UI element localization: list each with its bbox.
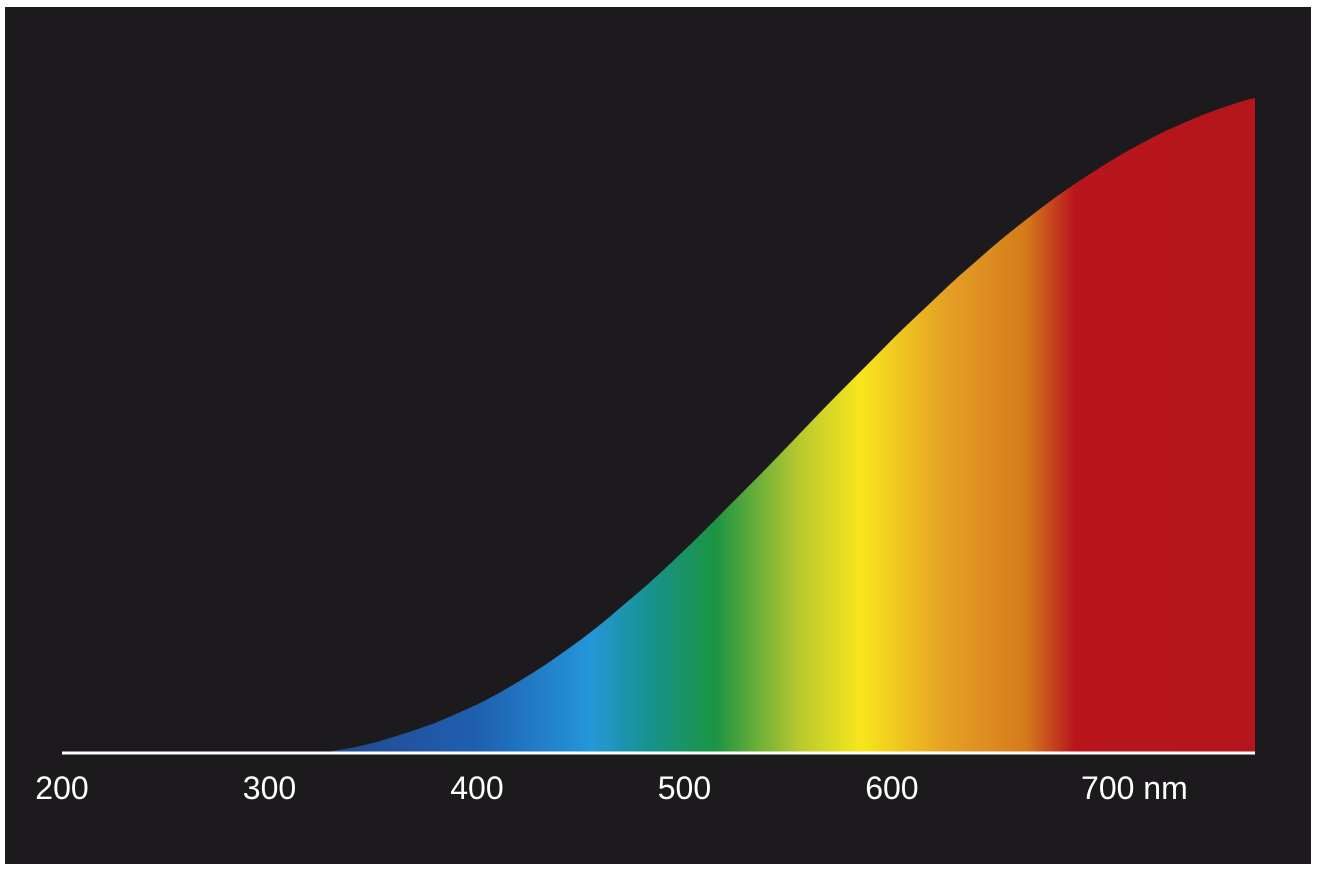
chart-frame: 200 300 400 500 600 700 nm bbox=[5, 7, 1311, 864]
spectrum-chart: 200 300 400 500 600 700 nm bbox=[35, 97, 1255, 806]
x-tick-label-300: 300 bbox=[243, 770, 296, 806]
x-tick-label-200: 200 bbox=[35, 770, 88, 806]
spectrum-area bbox=[331, 97, 1255, 753]
x-tick-label-400: 400 bbox=[450, 770, 503, 806]
x-tick-labels: 200 300 400 500 600 700 nm bbox=[35, 770, 1187, 806]
x-tick-label-600: 600 bbox=[865, 770, 918, 806]
x-tick-label-700: 700 nm bbox=[1081, 770, 1188, 806]
x-tick-label-500: 500 bbox=[658, 770, 711, 806]
